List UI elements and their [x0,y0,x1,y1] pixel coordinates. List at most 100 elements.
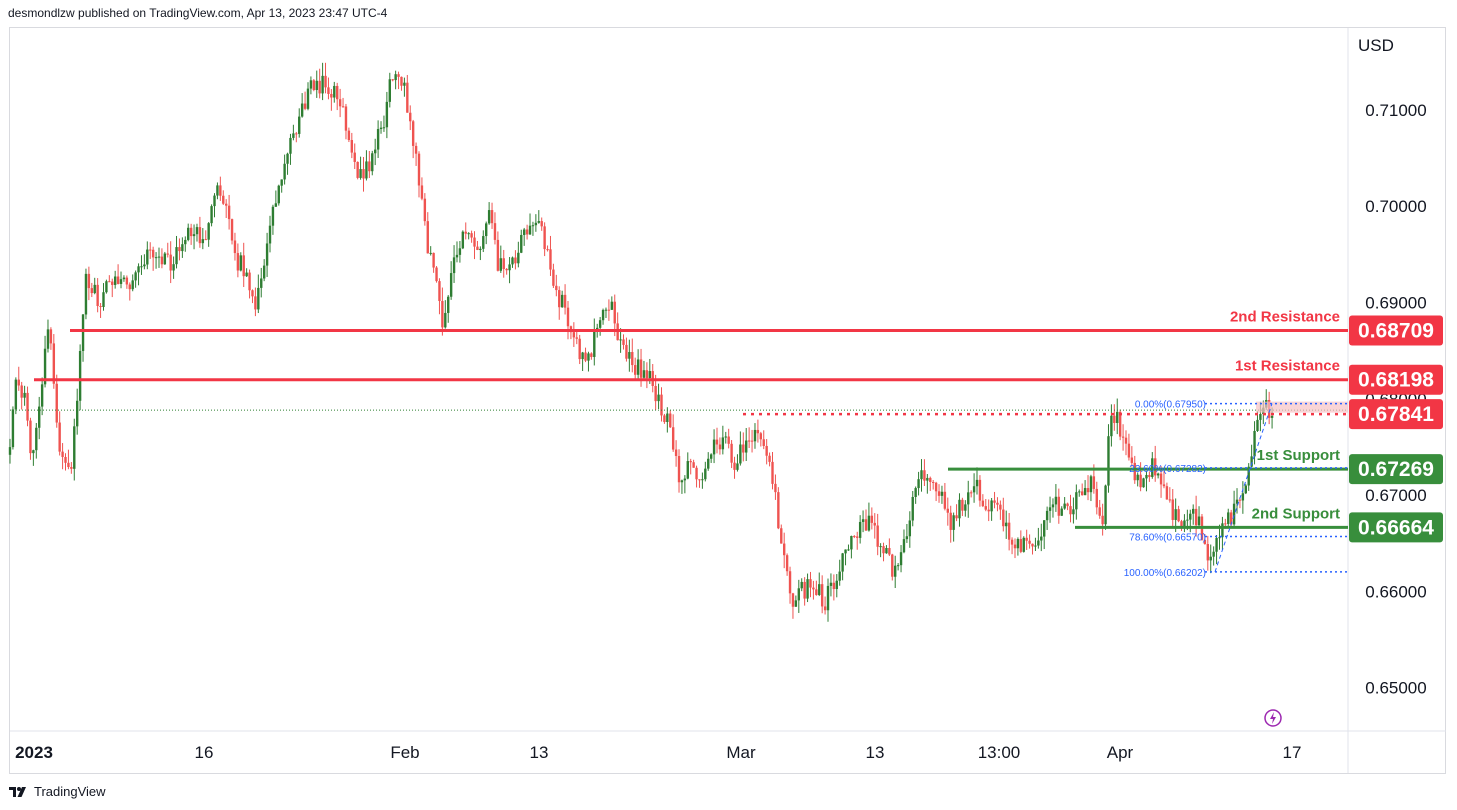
candle-body [251,290,254,297]
candle-body [1162,484,1166,487]
candle-body [508,264,511,271]
candle-body [967,492,970,505]
candle-body [1221,523,1224,538]
candle-body [485,223,488,237]
candle-body [1159,473,1163,485]
footer-brand[interactable]: TradingView [8,784,106,799]
candle-body [160,256,164,265]
candle-body [330,93,333,98]
candle-body [350,140,354,153]
candle-body [797,588,800,601]
candle-body [23,392,26,398]
candle-body [1250,456,1253,467]
candle-body [718,444,722,450]
candle-body [593,331,596,357]
candle-body [420,185,424,199]
candle-body [1072,509,1075,515]
price-tag-support: 0.66664 [1358,516,1434,539]
candle-body [631,352,634,366]
candle-body [344,106,348,131]
candle-body [578,338,581,360]
price-tag-support-bg [1349,454,1443,485]
candle-body [958,499,961,519]
candle-body [280,179,283,186]
candle-body [283,163,286,180]
candle-body [730,443,733,463]
candle-body [90,288,94,294]
candle-body [853,536,856,538]
candle-body [324,75,327,88]
candle-body [134,272,137,281]
candle-body [525,229,529,235]
candle-body [917,479,920,489]
candle-body [178,247,181,252]
candle-body [157,256,161,258]
candle-body [856,536,859,538]
candle-body [300,103,304,117]
candle-body [189,227,193,237]
candle-body [166,253,169,255]
candle-body [286,153,289,164]
candle-body [850,536,853,550]
candle-body [949,512,952,530]
candle-body [181,244,184,252]
candle-body [607,309,611,311]
candle-body [531,225,535,227]
candle-body [660,394,663,416]
fib-level-label: 78.60%(0.66570) [1129,532,1206,543]
candle-body [376,129,380,150]
candle-body [756,429,760,434]
candle-body [455,254,459,258]
candle-body [882,546,885,554]
candle-body [520,234,523,253]
candle-body [572,332,576,338]
candle-body [295,133,298,135]
candle-body [514,257,517,264]
candle-body [1092,476,1096,489]
candle-body [52,343,56,384]
candle-body [149,249,152,251]
price-tag-resistance-bg [1349,364,1443,395]
candle-body [642,370,646,378]
candle-body [742,444,745,453]
candle-body [298,116,301,134]
candle-body [920,470,923,480]
x-tick-label: 16 [195,743,214,762]
candle-body [934,482,938,492]
candle-body [645,370,649,379]
candle-body [867,515,871,531]
x-tick-label: Mar [726,743,756,762]
candle-body [1089,476,1093,493]
candle-body [87,273,91,289]
candle-body [654,385,657,402]
candle-body [1168,499,1172,501]
candle-body [695,467,698,480]
candle-body [785,555,789,572]
y-tick-label: 0.67000 [1365,486,1426,505]
candle-body [417,153,421,186]
fib-trend-line [1214,403,1273,573]
candle-body [1136,474,1139,481]
candle-body [721,437,725,450]
candle-body [1241,493,1245,501]
candle-body [669,413,672,428]
candle-body [563,294,567,308]
candle-body [870,515,874,523]
candle-body [187,227,190,240]
candle-body [809,579,812,588]
candle-body [1124,437,1128,444]
candle-body [1247,466,1250,486]
candle-body [782,543,786,556]
y-tick-label: 0.66000 [1365,582,1426,601]
candle-body [303,103,307,109]
candle-body [794,600,798,607]
candle-body [391,79,394,81]
candle-body [204,239,207,241]
candle-body [201,239,205,244]
candle-body [257,287,260,310]
chart-frame [9,27,1446,774]
candle-body [1051,504,1055,508]
tradingview-logo-icon [9,786,26,797]
candle-body [479,248,482,251]
